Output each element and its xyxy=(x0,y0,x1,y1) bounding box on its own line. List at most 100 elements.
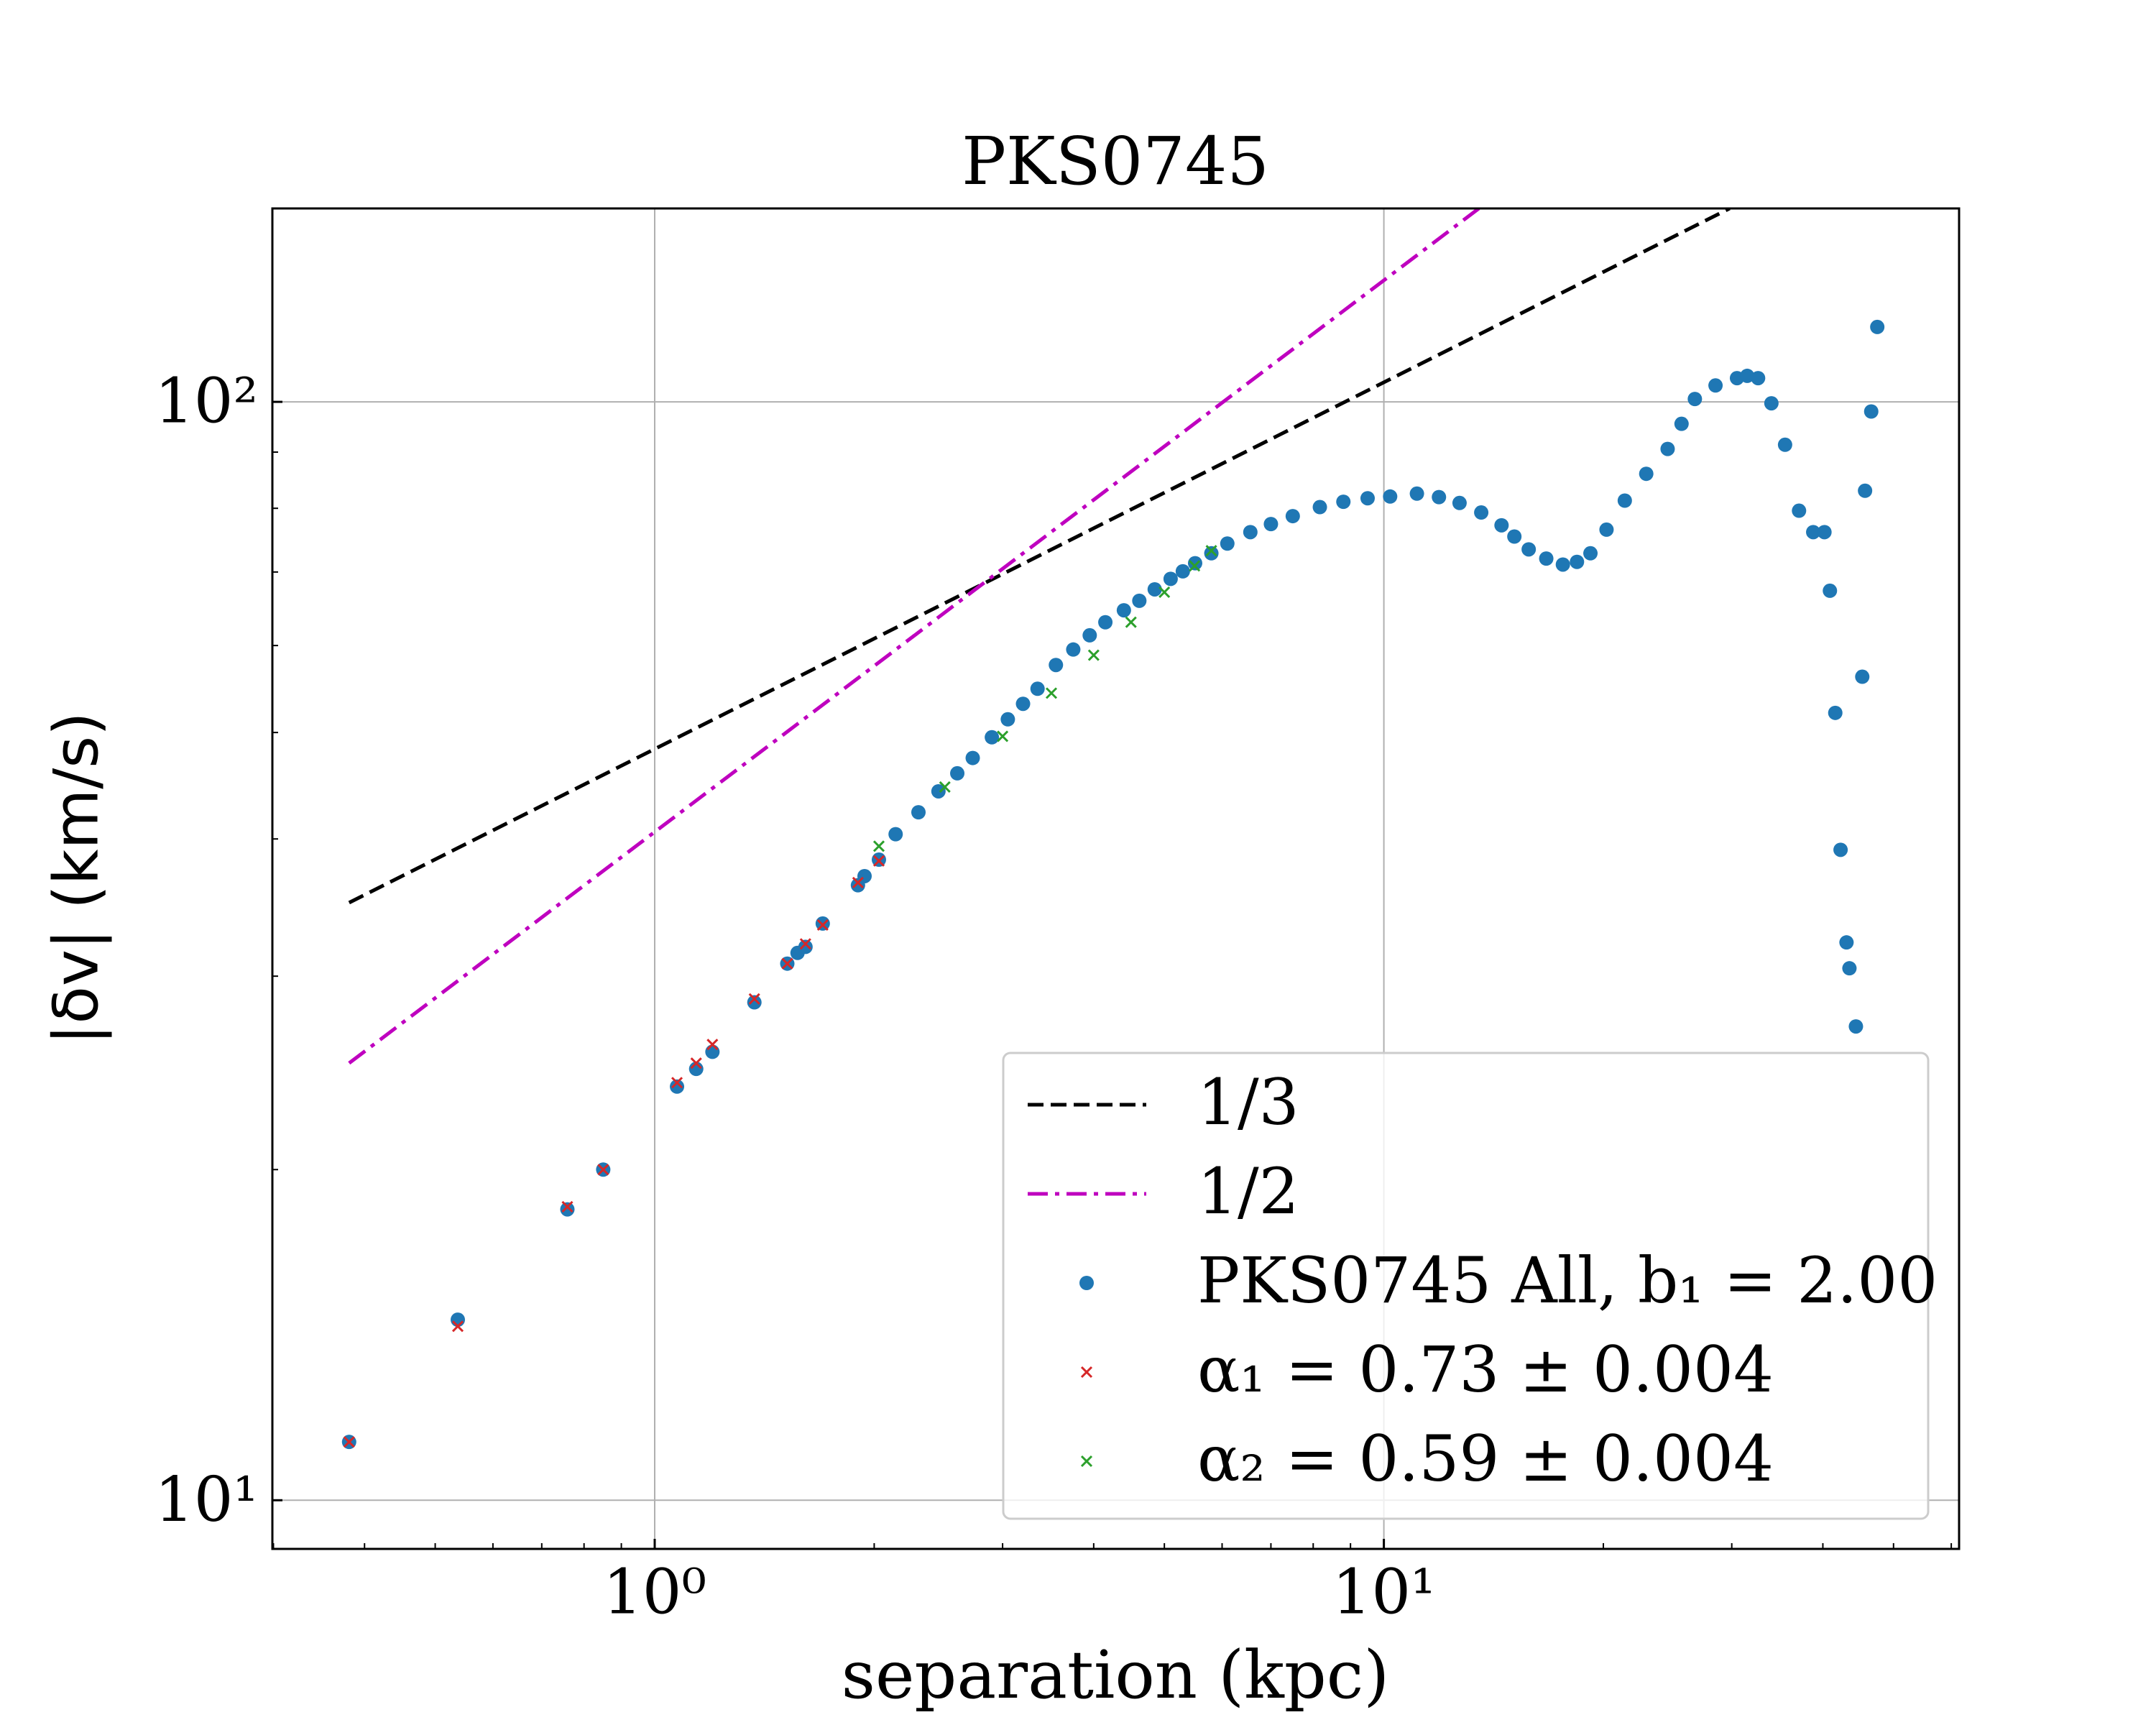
data-point xyxy=(1132,593,1147,608)
data-point xyxy=(670,1079,685,1094)
data-point xyxy=(561,1200,573,1213)
data-point xyxy=(1777,437,1792,452)
data-point xyxy=(1187,556,1202,571)
data-point xyxy=(1521,542,1537,557)
data-point xyxy=(1312,500,1327,515)
data-point xyxy=(997,730,1009,742)
data-point xyxy=(798,939,813,954)
data-point xyxy=(852,876,864,889)
data-point xyxy=(671,1077,683,1089)
x-axis-label: separation (kpc) xyxy=(842,1637,1389,1714)
data-point xyxy=(1660,441,1675,456)
data-point xyxy=(1189,560,1201,572)
data-point xyxy=(1147,581,1162,597)
data-point xyxy=(706,1039,719,1051)
data-point xyxy=(1098,615,1113,630)
data-point xyxy=(747,995,762,1010)
data-point xyxy=(1708,378,1723,393)
data-point xyxy=(1864,404,1879,419)
data-point xyxy=(1243,525,1258,540)
data-point xyxy=(748,993,760,1005)
data-point xyxy=(950,765,965,781)
data-point xyxy=(1764,396,1779,411)
data-point xyxy=(1848,1019,1864,1034)
data-point xyxy=(1087,649,1100,661)
data-point xyxy=(1570,554,1585,569)
data-point xyxy=(1858,483,1873,498)
data-point xyxy=(1839,935,1854,950)
data-point xyxy=(451,1320,464,1333)
legend-handle xyxy=(1080,1366,1093,1379)
data-point xyxy=(1870,319,1885,334)
fit-line xyxy=(348,208,1480,1065)
legend-label: 1/3 xyxy=(1197,1065,1299,1139)
x-tick-label: 10¹ xyxy=(1332,1557,1436,1629)
data-point xyxy=(1687,392,1703,407)
data-point xyxy=(690,1057,702,1070)
data-point xyxy=(1674,416,1689,431)
data-point xyxy=(1751,371,1766,386)
data-point xyxy=(1000,712,1015,727)
data-point xyxy=(965,750,980,765)
data-point xyxy=(1082,627,1097,643)
data-point xyxy=(1360,491,1375,506)
data-point xyxy=(1639,466,1654,482)
data-point xyxy=(597,1164,609,1176)
data-point xyxy=(705,1044,720,1059)
chart-title: PKS0745 xyxy=(962,123,1269,200)
data-point xyxy=(1285,509,1300,524)
data-point xyxy=(1066,642,1081,657)
data-point xyxy=(1539,551,1554,566)
data-point xyxy=(1125,616,1137,628)
legend-label: PKS0745 All, b₁ = 2.00 xyxy=(1197,1243,1938,1317)
data-point xyxy=(1828,705,1843,720)
legend-label: α₁ = 0.73 ± 0.004 xyxy=(1197,1333,1774,1407)
data-point xyxy=(872,840,885,852)
fit-line xyxy=(348,208,1731,905)
x-tick-label: 10⁰ xyxy=(603,1557,706,1629)
data-point xyxy=(1842,961,1857,976)
data-point xyxy=(1045,687,1058,699)
legend-handle xyxy=(1079,1276,1094,1290)
data-point xyxy=(1205,545,1217,557)
data-point xyxy=(1383,489,1398,504)
data-point xyxy=(1792,503,1807,518)
data-point xyxy=(1336,494,1351,510)
axes-frame xyxy=(271,207,1961,1550)
data-point xyxy=(1740,368,1755,383)
data-point xyxy=(1617,493,1632,508)
data-point xyxy=(939,781,951,794)
legend-box xyxy=(1002,1052,1930,1520)
data-point xyxy=(343,1436,355,1448)
y-tick-label: 10¹ xyxy=(155,1464,258,1536)
data-point xyxy=(451,1312,466,1328)
legend-label: α₂ = 0.59 ± 0.004 xyxy=(1197,1422,1774,1496)
data-point xyxy=(1015,696,1031,712)
data-point xyxy=(781,957,793,970)
data-point xyxy=(799,938,811,950)
data-point xyxy=(1823,583,1838,598)
legend: 1/3 1/2 PKS0745 All, b₁ = 2.00 α₁ = 0.73 ± … xyxy=(1002,1052,1938,1520)
plot-area xyxy=(341,208,1885,1450)
data-point xyxy=(1432,489,1447,505)
y-tick-label: 10² xyxy=(155,366,258,438)
data-point xyxy=(1833,842,1848,857)
data-point xyxy=(1158,586,1171,598)
data-point xyxy=(1806,525,1821,540)
data-point xyxy=(872,855,885,867)
data-point xyxy=(888,827,903,842)
y-axis-label: |δv| (km/s) xyxy=(40,712,112,1044)
data-point xyxy=(1409,486,1424,501)
data-point xyxy=(1599,522,1614,537)
data-point xyxy=(931,783,946,799)
data-point xyxy=(1494,518,1509,533)
data-point xyxy=(1204,546,1219,561)
data-point xyxy=(1116,603,1131,618)
data-point xyxy=(1855,669,1870,684)
data-point xyxy=(1452,495,1467,510)
data-point xyxy=(911,805,926,820)
data-point xyxy=(1175,564,1190,579)
data-point xyxy=(1583,546,1598,561)
data-point xyxy=(1474,505,1489,520)
